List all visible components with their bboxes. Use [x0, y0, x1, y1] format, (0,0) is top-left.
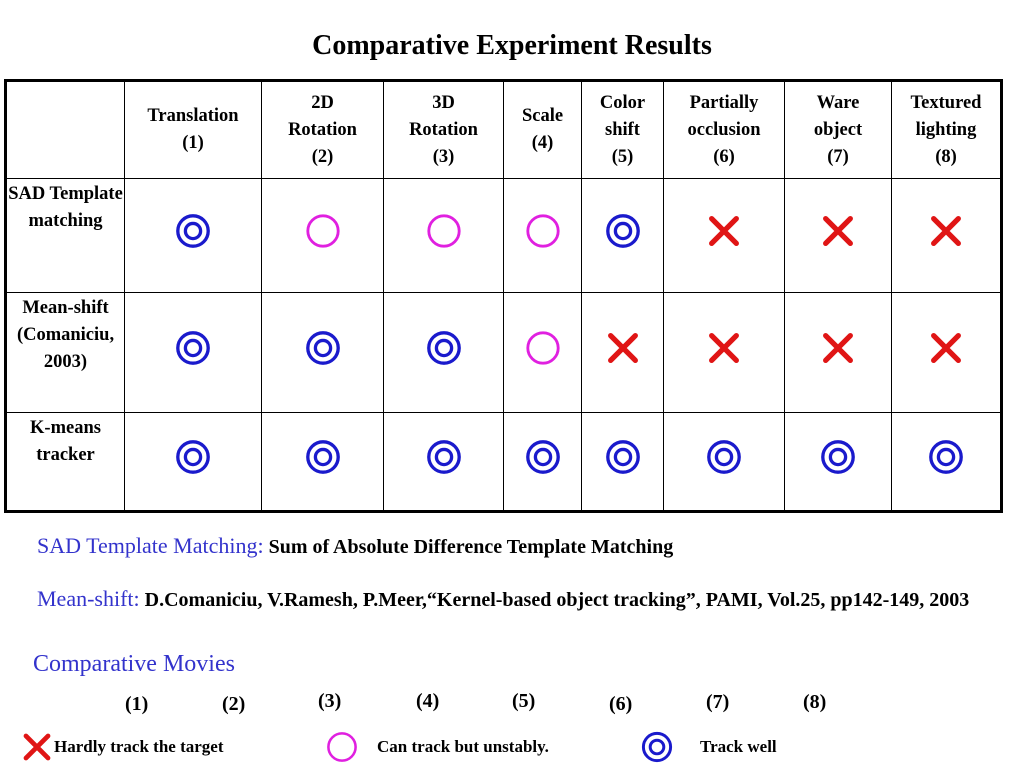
header-cell: 3D Rotation (3): [383, 80, 504, 179]
double-circle-icon: [425, 438, 463, 476]
result-cell: [383, 178, 504, 293]
sad-term: SAD Template Matching:: [37, 533, 264, 558]
result-cell: [663, 412, 785, 512]
movie-link-8[interactable]: (8): [803, 691, 827, 713]
result-cell: [891, 292, 1002, 413]
meanshift-term: Mean-shift:: [37, 586, 140, 611]
result-cell: [663, 292, 785, 413]
cross-icon: [705, 329, 743, 367]
result-cell: [784, 412, 892, 512]
circle-icon: [524, 329, 562, 367]
table-row: K-means tracker: [5, 412, 1002, 512]
result-cell: [581, 412, 664, 512]
double-circle-icon: [640, 730, 674, 764]
result-cell: [124, 178, 262, 293]
result-cell: [784, 292, 892, 413]
table-row: Mean-shift (Comaniciu, 2003): [5, 292, 1002, 413]
result-cell: [503, 178, 582, 293]
header-cell: Textured lighting (8): [891, 80, 1002, 179]
double-circle-icon: [524, 438, 562, 476]
table-header-row: Translation (1) 2D Rotation (2) 3D Rotat…: [5, 80, 1002, 179]
legend-circle-label: Can track but unstably.: [377, 737, 549, 756]
legend-cross-label: Hardly track the target: [54, 737, 224, 756]
legend-cross: Hardly track the target: [20, 730, 223, 764]
row-label: SAD Template matching: [5, 178, 125, 293]
circle-icon: [524, 212, 562, 250]
double-circle-icon: [705, 438, 743, 476]
result-cell: [261, 292, 384, 413]
cross-icon: [819, 329, 857, 367]
header-cell: Ware object (7): [784, 80, 892, 179]
cross-icon: [927, 329, 965, 367]
movie-link-5[interactable]: (5): [512, 690, 536, 712]
movie-link-6[interactable]: (6): [609, 693, 633, 715]
legend-double-label: Track well: [700, 737, 777, 756]
legend-double: Track well: [640, 730, 777, 764]
double-circle-icon: [174, 329, 212, 367]
result-cell: [784, 178, 892, 293]
sad-note: SAD Template Matching: Sum of Absolute D…: [37, 533, 673, 559]
header-cell: Scale (4): [503, 80, 582, 179]
double-circle-icon: [604, 212, 642, 250]
meanshift-description: D.Comaniciu, V.Ramesh, P.Meer,“Kernel-ba…: [144, 589, 970, 611]
result-cell: [891, 412, 1002, 512]
movies-title: Comparative Movies: [33, 651, 235, 677]
movie-link-1[interactable]: (1): [125, 693, 149, 715]
table-row: SAD Template matching: [5, 178, 1002, 293]
result-cell: [124, 292, 262, 413]
result-cell: [261, 412, 384, 512]
double-circle-icon: [425, 329, 463, 367]
results-table: Translation (1) 2D Rotation (2) 3D Rotat…: [4, 79, 1003, 513]
result-cell: [503, 292, 582, 413]
result-cell: [261, 178, 384, 293]
double-circle-icon: [304, 438, 342, 476]
row-label: Mean-shift (Comaniciu, 2003): [5, 292, 125, 413]
double-circle-icon: [604, 438, 642, 476]
cross-icon: [20, 730, 54, 764]
cross-icon: [819, 212, 857, 250]
result-cell: [124, 412, 262, 512]
result-cell: [581, 292, 664, 413]
circle-icon: [325, 730, 359, 764]
result-cell: [383, 412, 504, 512]
header-cell: Translation (1): [124, 80, 262, 179]
sad-description: Sum of Absolute Difference Template Matc…: [268, 536, 674, 558]
circle-icon: [304, 212, 342, 250]
result-cell: [891, 178, 1002, 293]
result-cell: [581, 178, 664, 293]
circle-icon: [425, 212, 463, 250]
header-cell: Partially occlusion (6): [663, 80, 785, 179]
header-cell: Color shift (5): [581, 80, 664, 179]
cross-icon: [604, 329, 642, 367]
result-cell: [383, 292, 504, 413]
double-circle-icon: [819, 438, 857, 476]
double-circle-icon: [927, 438, 965, 476]
double-circle-icon: [174, 212, 212, 250]
meanshift-note: Mean-shift: D.Comaniciu, V.Ramesh, P.Mee…: [37, 584, 997, 615]
movie-link-3[interactable]: (3): [318, 690, 342, 712]
result-cell: [663, 178, 785, 293]
header-cell: 2D Rotation (2): [261, 80, 384, 179]
legend-circle: Can track but unstably.: [325, 730, 549, 764]
page-title: Comparative Experiment Results: [312, 30, 712, 61]
row-label: K-means tracker: [5, 412, 125, 512]
cross-icon: [927, 212, 965, 250]
movie-link-4[interactable]: (4): [416, 690, 440, 712]
result-cell: [503, 412, 582, 512]
header-cell: [5, 80, 125, 179]
double-circle-icon: [304, 329, 342, 367]
cross-icon: [705, 212, 743, 250]
double-circle-icon: [174, 438, 212, 476]
movie-link-7[interactable]: (7): [706, 691, 730, 713]
movie-link-2[interactable]: (2): [222, 693, 246, 715]
